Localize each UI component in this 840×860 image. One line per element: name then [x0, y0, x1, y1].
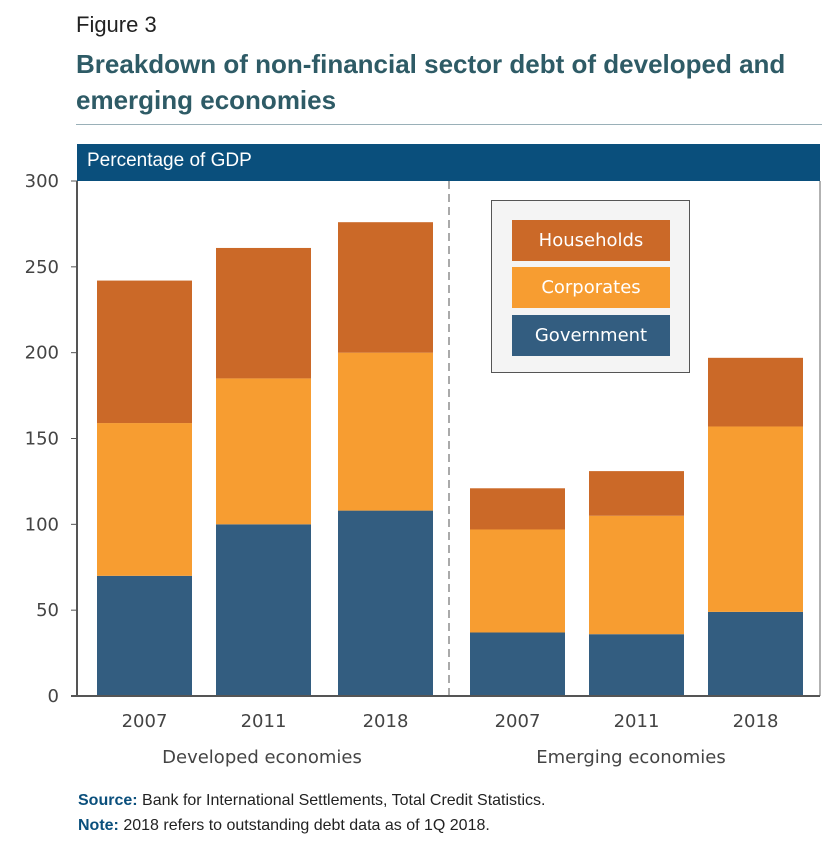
bar-segment-government	[470, 632, 565, 696]
note-text: 2018 refers to outstanding debt data as …	[118, 817, 490, 834]
y-tick-label: 250	[25, 257, 59, 278]
bar-segment-households	[589, 471, 684, 516]
group-label: Developed economies	[162, 747, 362, 768]
bar-segment-households	[97, 280, 192, 424]
bar-segment-corporates	[216, 378, 311, 525]
bar-segment-corporates	[708, 426, 803, 612]
y-tick-label: 0	[48, 686, 59, 707]
x-tick-label: 2011	[614, 711, 660, 732]
legend-item-corporates: Corporates	[512, 267, 670, 308]
y-tick-label: 50	[36, 600, 59, 621]
bar-segment-government	[338, 510, 433, 696]
y-tick-label: 100	[25, 514, 59, 535]
bar-segment-corporates	[338, 352, 433, 511]
bar-segment-corporates	[470, 529, 565, 633]
y-axis-label: Percentage of GDP	[87, 150, 252, 171]
figure-label: Figure 3	[76, 12, 157, 37]
x-tick-label: 2018	[733, 711, 779, 732]
bar-segment-households	[708, 357, 803, 427]
y-tick-label: 150	[25, 429, 59, 450]
bar-segment-corporates	[97, 423, 192, 576]
title-divider	[76, 124, 822, 125]
bar-segment-government	[708, 611, 803, 696]
x-tick-label: 2011	[241, 711, 287, 732]
bar-segment-government	[216, 524, 311, 696]
legend: Households Corporates Government	[491, 200, 690, 373]
source-label: Source:	[78, 792, 138, 809]
bar-segment-government	[589, 634, 684, 696]
chart-title: Breakdown of non-financial sector debt o…	[76, 49, 786, 115]
bar-segment-households	[216, 247, 311, 379]
note-line: Note: 2018 refers to outstanding debt da…	[78, 817, 490, 835]
chart-header-bar: Percentage of GDP	[77, 144, 820, 181]
group-label: Emerging economies	[536, 747, 725, 768]
y-tick-label: 300	[25, 171, 59, 192]
x-tick-label: 2007	[122, 711, 168, 732]
note-label: Note:	[78, 817, 119, 834]
x-tick-label: 2007	[495, 711, 541, 732]
bar-segment-households	[338, 222, 433, 353]
source-line: Source: Bank for International Settlemen…	[78, 792, 545, 810]
bar-segment-corporates	[589, 515, 684, 635]
bar-segment-households	[470, 488, 565, 530]
x-tick-label: 2018	[363, 711, 409, 732]
bar-segment-government	[97, 575, 192, 696]
legend-item-government: Government	[512, 315, 670, 356]
y-tick-label: 200	[25, 343, 59, 364]
source-text: Bank for International Settlements, Tota…	[137, 792, 546, 809]
legend-item-households: Households	[512, 220, 670, 261]
